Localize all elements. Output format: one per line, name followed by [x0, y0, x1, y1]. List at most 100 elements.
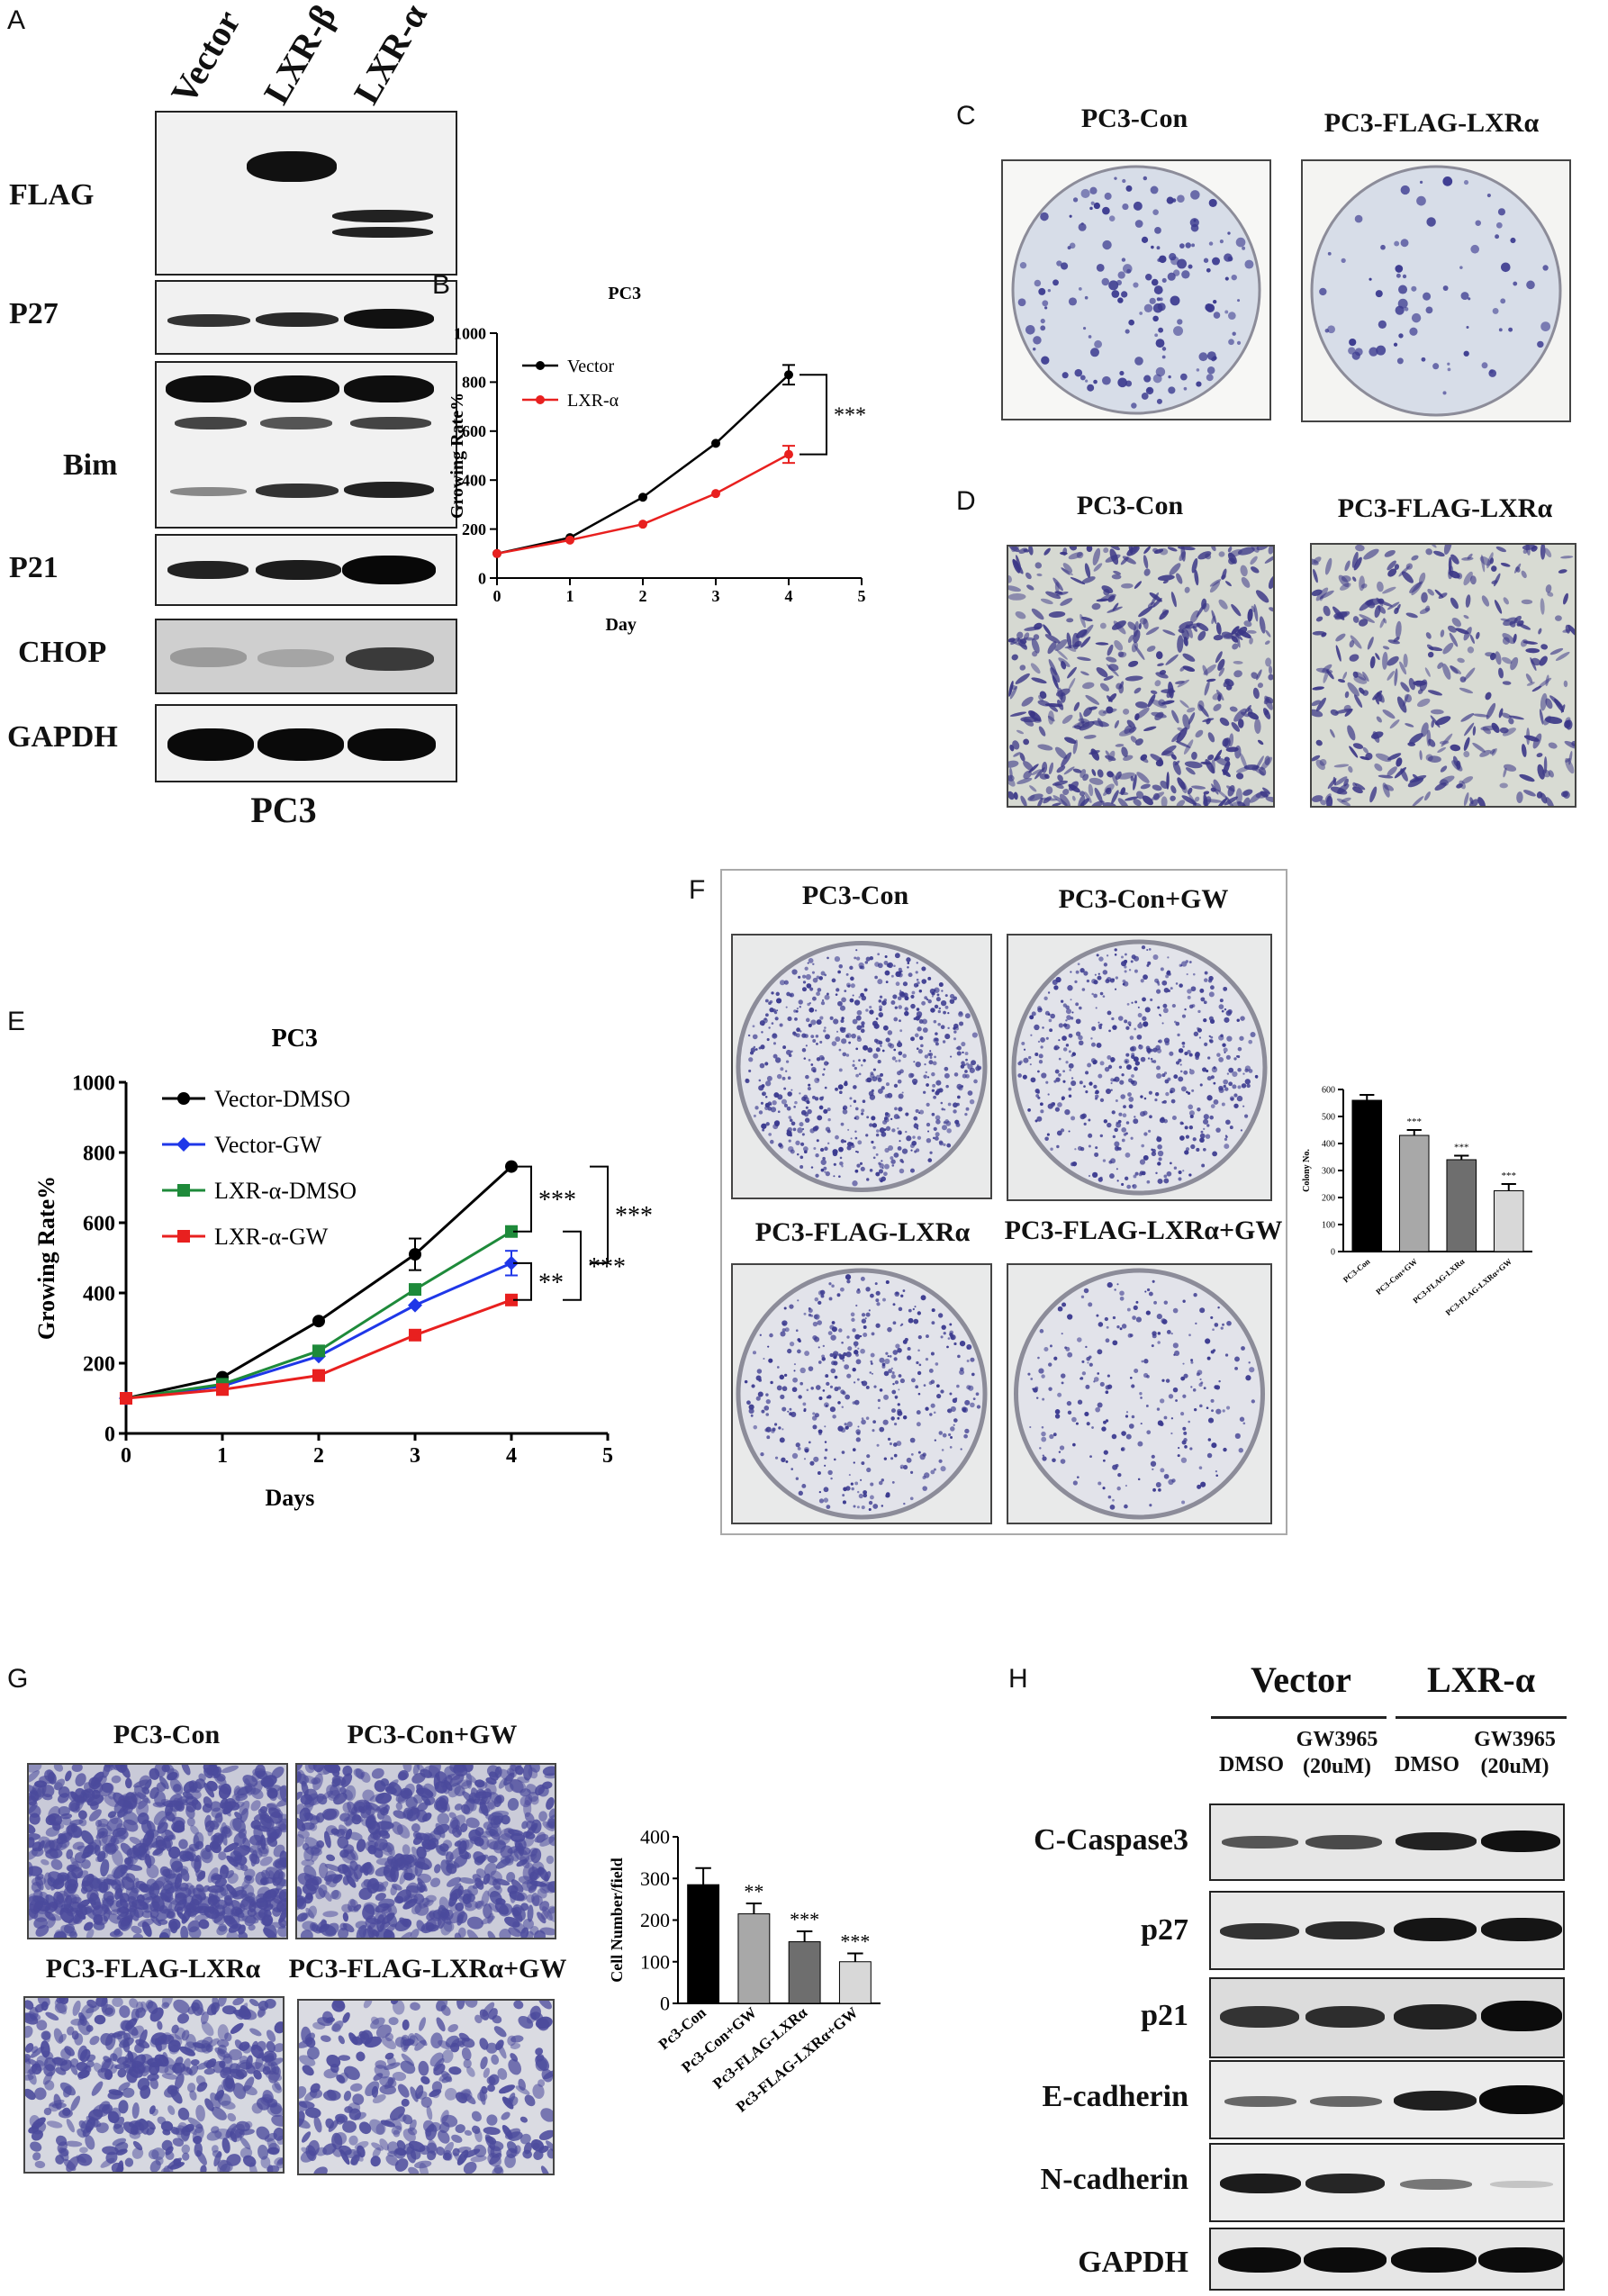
colony — [898, 967, 902, 972]
colony — [758, 1079, 762, 1082]
cell — [1387, 601, 1400, 610]
cell — [1178, 628, 1185, 634]
colony — [1098, 1481, 1102, 1486]
cell — [521, 1821, 528, 1830]
colony — [1241, 1083, 1247, 1089]
cell — [277, 1813, 286, 1824]
cell — [380, 1778, 390, 1786]
colony — [892, 994, 898, 999]
colony — [1057, 1306, 1063, 1312]
colony — [879, 1388, 883, 1392]
colony — [871, 1332, 875, 1336]
colony — [1141, 393, 1149, 400]
cell — [310, 1844, 322, 1855]
colony — [899, 1132, 902, 1135]
colony — [797, 1349, 801, 1354]
panel-c-label-1: PC3-Con — [1080, 104, 1188, 133]
colony — [1215, 1385, 1221, 1390]
colony — [1145, 1045, 1151, 1051]
cell — [47, 1903, 58, 1912]
colony — [857, 1140, 863, 1145]
cell — [1161, 689, 1176, 694]
x-tick-label: 4 — [785, 587, 793, 605]
colony — [868, 1309, 871, 1312]
colony — [1199, 1307, 1206, 1314]
cell — [1419, 572, 1426, 584]
cell — [1378, 598, 1385, 604]
colony — [1225, 1406, 1231, 1410]
colony — [953, 1418, 958, 1423]
colony — [925, 1071, 927, 1074]
colony — [869, 1371, 872, 1374]
cell — [29, 1765, 42, 1773]
colony — [801, 1048, 807, 1053]
colony — [786, 991, 790, 997]
colony — [877, 1077, 882, 1082]
cell — [241, 2044, 252, 2054]
colony — [884, 1358, 890, 1365]
colony — [1040, 1109, 1044, 1114]
colony — [1093, 379, 1098, 384]
cell — [1068, 552, 1083, 560]
colony — [1157, 1420, 1163, 1426]
colony — [893, 1048, 897, 1052]
colony — [1159, 255, 1167, 264]
colony — [940, 1466, 946, 1472]
cell — [161, 2002, 170, 2009]
colony — [1129, 1376, 1133, 1379]
colony — [1228, 339, 1234, 346]
colony — [1419, 180, 1423, 184]
colony — [1242, 1072, 1245, 1075]
colony — [855, 1437, 861, 1442]
cell — [225, 1870, 234, 1879]
cell — [203, 2067, 216, 2075]
cell — [267, 2142, 280, 2156]
band — [342, 556, 436, 584]
cell — [1224, 581, 1232, 587]
cell — [465, 1900, 478, 1912]
colony — [1069, 242, 1076, 249]
colony — [884, 1112, 889, 1116]
cell — [1403, 653, 1408, 668]
cell — [100, 2033, 113, 2046]
colony — [922, 1476, 926, 1479]
colony — [825, 1171, 831, 1177]
colony — [1060, 999, 1064, 1003]
colony — [1085, 1090, 1089, 1094]
cell — [78, 2120, 86, 2129]
cell — [498, 1777, 508, 1789]
cell — [1016, 729, 1025, 735]
cell — [1548, 742, 1558, 749]
data-point — [492, 548, 501, 558]
colony — [1125, 380, 1133, 387]
cell — [1191, 557, 1198, 574]
colony — [1181, 270, 1190, 279]
cell — [363, 1800, 373, 1811]
colony — [795, 1442, 800, 1448]
colony — [812, 1039, 817, 1043]
cell — [1099, 682, 1110, 692]
colony-photo — [1001, 159, 1271, 420]
cell — [195, 2104, 205, 2122]
colony — [765, 1122, 770, 1126]
cell — [349, 1860, 358, 1871]
colony — [1207, 1417, 1215, 1424]
cell — [1133, 773, 1137, 791]
cell — [1209, 579, 1222, 587]
cell — [1215, 757, 1231, 766]
y-tick-label: 600 — [83, 1212, 115, 1235]
cell — [1555, 651, 1570, 661]
colony — [901, 992, 905, 996]
colony — [760, 1451, 764, 1457]
colony — [917, 1392, 921, 1396]
cell — [1343, 704, 1351, 712]
cell — [258, 1896, 267, 1908]
colony — [956, 1045, 962, 1051]
colony — [892, 1303, 896, 1306]
colony — [820, 1159, 827, 1165]
cell — [1467, 553, 1473, 560]
colony — [1134, 969, 1138, 973]
colony — [1369, 347, 1378, 357]
cell — [188, 1780, 198, 1792]
colony — [1150, 998, 1153, 1002]
